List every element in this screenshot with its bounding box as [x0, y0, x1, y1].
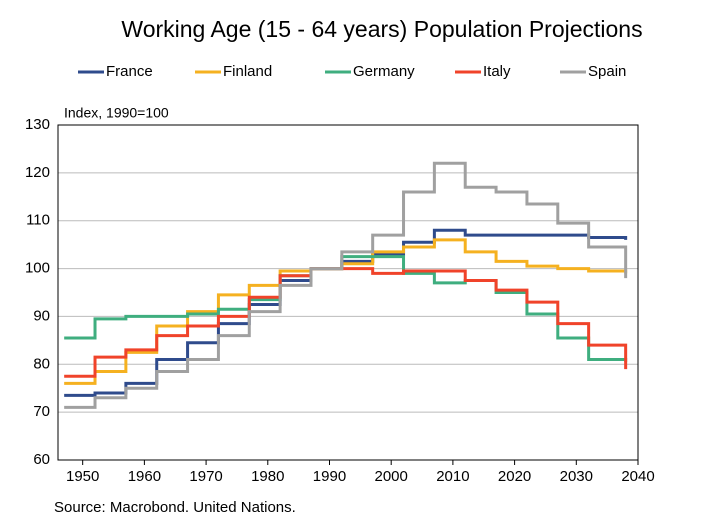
- legend-label: France: [106, 63, 153, 80]
- legend-label: Finland: [223, 63, 272, 80]
- x-tick-label: 1960: [128, 468, 161, 485]
- series-line: [64, 255, 628, 362]
- legend-label: Italy: [483, 63, 511, 80]
- chart-title: Working Age (15 - 64 years) Population P…: [121, 16, 642, 42]
- x-tick-label: 2000: [375, 468, 408, 485]
- y-tick-label: 130: [25, 116, 50, 133]
- annotation: Index, 1990=100: [64, 105, 169, 121]
- y-tick-label: 60: [33, 451, 50, 468]
- y-tick-label: 80: [33, 355, 50, 372]
- y-tick-label: 70: [33, 403, 50, 420]
- y-tick-label: 100: [25, 260, 50, 277]
- y-tick-label: 110: [26, 212, 50, 229]
- legend-label: Germany: [353, 63, 415, 80]
- series-line: [64, 161, 628, 409]
- source: Source: Macrobond. United Nations.: [54, 499, 296, 516]
- y-tick-label: 120: [25, 164, 50, 181]
- x-tick-label: 1990: [313, 468, 346, 485]
- series-line: [64, 238, 628, 385]
- x-tick-label: 2040: [621, 468, 654, 485]
- legend-label: Spain: [588, 63, 626, 80]
- y-tick-label: 90: [33, 307, 50, 324]
- x-tick-label: 1970: [189, 468, 222, 485]
- x-tick-label: 1980: [251, 468, 284, 485]
- x-tick-label: 2020: [498, 468, 531, 485]
- x-tick-label: 1950: [66, 468, 99, 485]
- x-tick-label: 2010: [436, 468, 469, 485]
- plot-frame: [57, 124, 639, 461]
- series-line: [64, 267, 628, 378]
- x-tick-label: 2030: [560, 468, 593, 485]
